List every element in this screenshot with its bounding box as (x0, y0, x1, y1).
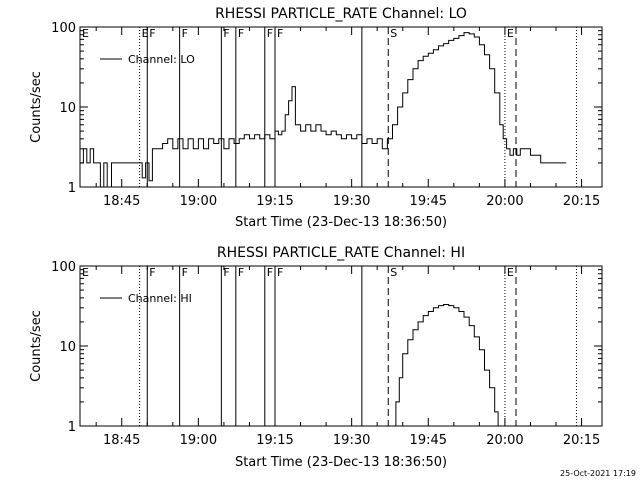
y-axis-label: Counts/sec (29, 310, 44, 382)
event-marker-label: F (223, 27, 229, 40)
event-marker-label: E (82, 27, 89, 40)
legend-label: Channel: HI (128, 292, 192, 305)
event-marker-label: S (390, 27, 397, 40)
x-tick-label: 19:15 (256, 433, 293, 448)
event-marker-label: S (390, 266, 397, 279)
x-tick-label: 19:00 (180, 194, 217, 209)
event-marker-label: F (267, 27, 273, 40)
event-marker-label: F (182, 266, 188, 279)
chart-title: RHESSI PARTICLE_RATE Channel: LO (215, 6, 467, 22)
event-marker-label: F (277, 27, 283, 40)
x-tick-label: 19:45 (410, 194, 447, 209)
event-marker-label: E (82, 266, 89, 279)
series-line (80, 32, 567, 188)
x-tick-label: 20:15 (563, 194, 600, 209)
chart-title: RHESSI PARTICLE_RATE Channel: HI (217, 245, 465, 261)
event-marker-label: F (149, 27, 155, 40)
x-axis-label: Start Time (23-Dec-13 18:36:50) (235, 215, 447, 230)
legend-label: Channel: LO (128, 53, 195, 66)
x-tick-label: 19:30 (333, 194, 370, 209)
x-axis-label: Start Time (23-Dec-13 18:36:50) (235, 455, 447, 470)
x-tick-label: 18:45 (103, 433, 140, 448)
series-line (392, 304, 499, 427)
footer-timestamp: 25-Oct-2021 17:19 (560, 469, 636, 478)
event-marker-label: F (149, 266, 155, 279)
plot-frame (79, 26, 603, 188)
x-tick-label: 19:15 (256, 194, 293, 209)
y-axis-label: Counts/sec (29, 71, 44, 143)
y-tick-label: 100 (51, 260, 76, 275)
x-tick-label: 20:00 (486, 194, 523, 209)
hi-chart: RHESSI PARTICLE_RATE Channel: HI 1 10 100 18… (29, 245, 603, 470)
x-tick-label: 19:30 (333, 433, 370, 448)
x-tick-label: 18:45 (103, 194, 140, 209)
y-tick-label: 1 (68, 420, 76, 435)
event-marker-label: F (277, 266, 283, 279)
event-marker-label: F (223, 266, 229, 279)
event-marker-label: E (507, 266, 514, 279)
event-marker-label: E (142, 27, 149, 40)
event-marker-label: F (238, 27, 244, 40)
event-marker-label: F (238, 266, 244, 279)
event-marker-label: E (507, 27, 514, 40)
y-tick-label: 1 (68, 181, 76, 196)
event-marker-label: F (267, 266, 273, 279)
x-tick-label: 20:15 (563, 433, 600, 448)
plot-frame (79, 265, 603, 427)
y-tick-label: 10 (59, 340, 76, 355)
y-tick-label: 10 (59, 101, 76, 116)
lo-chart: RHESSI PARTICLE_RATE Channel: LO 1 10 100 18… (29, 6, 603, 230)
y-tick-label: 100 (51, 21, 76, 36)
x-tick-label: 19:00 (180, 433, 217, 448)
event-marker-label: F (182, 27, 188, 40)
x-tick-label: 19:45 (410, 433, 447, 448)
x-tick-label: 20:00 (486, 433, 523, 448)
